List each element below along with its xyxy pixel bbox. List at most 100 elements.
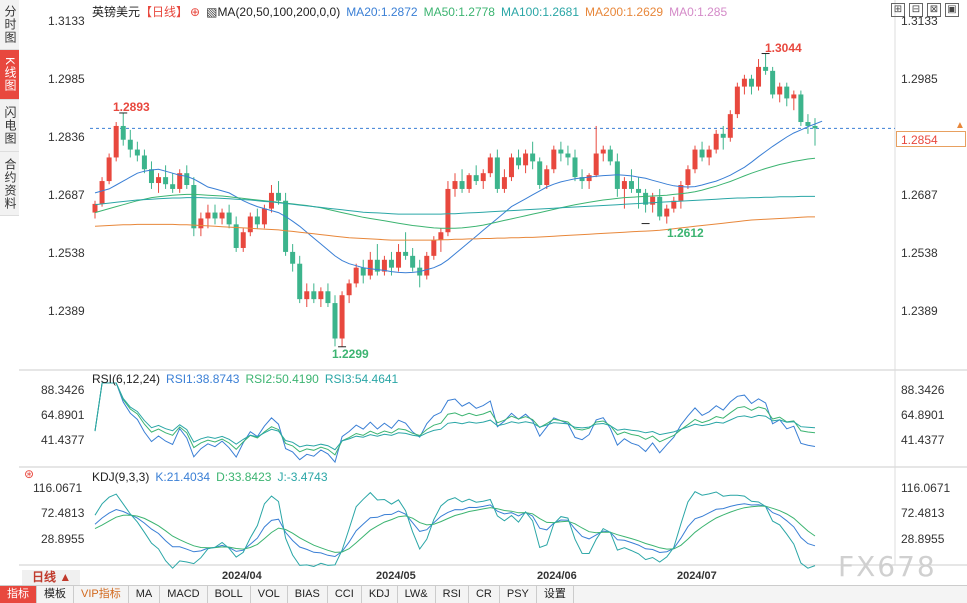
kdj-settings-icon[interactable]: ⊛ bbox=[24, 467, 35, 481]
last-price-arrow-icon: ▲ bbox=[955, 120, 965, 131]
left-price-label: 1.2687 bbox=[48, 188, 85, 202]
candle-body bbox=[621, 181, 627, 189]
candle-body bbox=[381, 259, 387, 272]
candle-body bbox=[756, 66, 762, 87]
candle-body bbox=[212, 212, 218, 219]
candle-body bbox=[727, 114, 733, 138]
candle-body bbox=[388, 259, 394, 268]
candle-body bbox=[770, 70, 776, 95]
candle-body bbox=[692, 149, 698, 170]
candle-body bbox=[798, 94, 804, 123]
candle-body bbox=[92, 203, 98, 213]
side-tab-kline[interactable]: K线图 bbox=[0, 50, 19, 100]
ma200-value: MA200:1.2629 bbox=[585, 5, 664, 19]
tab-settings[interactable]: 设置 bbox=[537, 586, 574, 603]
candle-body bbox=[261, 208, 267, 225]
side-tab-contract-info[interactable]: 合约资料 bbox=[0, 152, 19, 216]
settings-icon[interactable]: ⊕ bbox=[190, 5, 201, 19]
ma-config-icon[interactable]: ▧ bbox=[206, 5, 218, 19]
candle-body bbox=[678, 185, 684, 201]
x-axis-label: 2024/07 bbox=[677, 570, 717, 582]
close-panel-icon[interactable]: ⊠ bbox=[927, 3, 941, 17]
period-selector[interactable]: 日线 ▲ bbox=[22, 570, 80, 585]
rsi-axis-label: 41.4377 bbox=[41, 433, 85, 447]
side-tab-timeshare[interactable]: 分时图 bbox=[0, 0, 19, 50]
caret-up-icon: ▲ bbox=[59, 570, 72, 584]
tab-macd[interactable]: MACD bbox=[160, 586, 208, 603]
candle-body bbox=[268, 192, 274, 209]
tab-vol[interactable]: VOL bbox=[251, 586, 288, 603]
tab-rsi[interactable]: RSI bbox=[436, 586, 469, 603]
window-controls: ⊞ ⊟ ⊠ ▣ bbox=[891, 3, 959, 17]
kdj-axis-label: 72.4813 bbox=[41, 506, 85, 520]
left-price-label: 1.2538 bbox=[48, 246, 85, 260]
candle-body bbox=[664, 208, 670, 217]
candle-body bbox=[410, 255, 416, 268]
kdj-legend: KDJ(9,3,3) K:21.4034 D:33.8423 J:-3.4743 bbox=[92, 470, 334, 484]
symbol-name: 英镑美元 bbox=[92, 5, 141, 19]
kdj-axis-label: 72.4813 bbox=[901, 506, 945, 520]
candle-body bbox=[643, 192, 649, 205]
kdj-k-value: K:21.4034 bbox=[155, 470, 211, 484]
candle-body bbox=[459, 181, 465, 189]
tab-vip-indicator[interactable]: VIP指标 bbox=[74, 586, 129, 603]
period-label: 日线 bbox=[32, 570, 57, 584]
zoom-in-icon[interactable]: ⊞ bbox=[891, 3, 905, 17]
ma50-value: MA50:1.2778 bbox=[423, 5, 495, 19]
candle-body bbox=[784, 86, 790, 99]
kdj-j-line bbox=[94, 491, 816, 569]
left-price-label: 1.2836 bbox=[48, 130, 85, 144]
zoom-out-icon[interactable]: ⊟ bbox=[909, 3, 923, 17]
rsi-axis-label: 64.8901 bbox=[41, 408, 85, 422]
ma-line-ma50 bbox=[94, 157, 816, 229]
tab-cr[interactable]: CR bbox=[469, 586, 500, 603]
annotation-low: 1.2612 bbox=[667, 226, 704, 240]
tab-lwr[interactable]: LW& bbox=[398, 586, 436, 603]
candle-body bbox=[530, 153, 536, 162]
candle-body bbox=[403, 251, 409, 256]
candle-body bbox=[706, 149, 712, 158]
x-axis-label: 2024/04 bbox=[222, 570, 262, 582]
candle-body bbox=[191, 185, 197, 229]
tab-template[interactable]: 模板 bbox=[37, 586, 74, 603]
right-price-label: 1.2389 bbox=[901, 304, 938, 318]
maximize-icon[interactable]: ▣ bbox=[945, 3, 959, 17]
candle-body bbox=[508, 157, 514, 178]
candle-body bbox=[720, 133, 726, 138]
candle-body bbox=[572, 157, 578, 178]
rsi-title: RSI(6,12,24) bbox=[92, 372, 161, 386]
tab-kdj[interactable]: KDJ bbox=[362, 586, 398, 603]
ma-line-ma20 bbox=[94, 120, 823, 274]
candle-body bbox=[141, 155, 147, 170]
right-price-label: 1.3133 bbox=[901, 14, 938, 28]
main-legend: 英镑美元【日线】 ⊕ ▧MA(20,50,100,200,0,0) MA20:1.28… bbox=[92, 3, 733, 20]
rsi-axis-label: 88.3426 bbox=[901, 383, 945, 397]
tab-boll[interactable]: BOLL bbox=[208, 586, 251, 603]
candle-body bbox=[466, 175, 472, 189]
kdj-axis-label: 28.8955 bbox=[41, 532, 85, 546]
candle-body bbox=[233, 224, 239, 248]
rsi-axis-label: 88.3426 bbox=[41, 383, 85, 397]
tab-ma[interactable]: MA bbox=[129, 586, 161, 603]
annotation-low: 1.2299 bbox=[332, 347, 369, 361]
tab-psy[interactable]: PSY bbox=[500, 586, 537, 603]
left-price-label: 1.2985 bbox=[48, 72, 85, 86]
tab-indicator[interactable]: 指标 bbox=[0, 586, 37, 603]
candle-body bbox=[600, 149, 606, 154]
left-price-label: 1.2389 bbox=[48, 304, 85, 318]
right-price-label: 1.2687 bbox=[901, 188, 938, 202]
candle-body bbox=[177, 173, 183, 189]
x-axis-label: 2024/06 bbox=[537, 570, 577, 582]
tab-cci[interactable]: CCI bbox=[328, 586, 362, 603]
candle-body bbox=[791, 94, 797, 99]
side-tab-flash[interactable]: 闪电图 bbox=[0, 100, 19, 152]
candle-body bbox=[431, 240, 437, 256]
candle-body bbox=[586, 175, 592, 182]
kdj-axis-label: 28.8955 bbox=[901, 532, 945, 546]
candle-body bbox=[240, 232, 246, 248]
candle-body bbox=[494, 157, 500, 189]
tab-bias[interactable]: BIAS bbox=[288, 586, 328, 603]
rsi3-value: RSI3:54.4641 bbox=[324, 372, 399, 386]
candle-body bbox=[473, 175, 479, 182]
